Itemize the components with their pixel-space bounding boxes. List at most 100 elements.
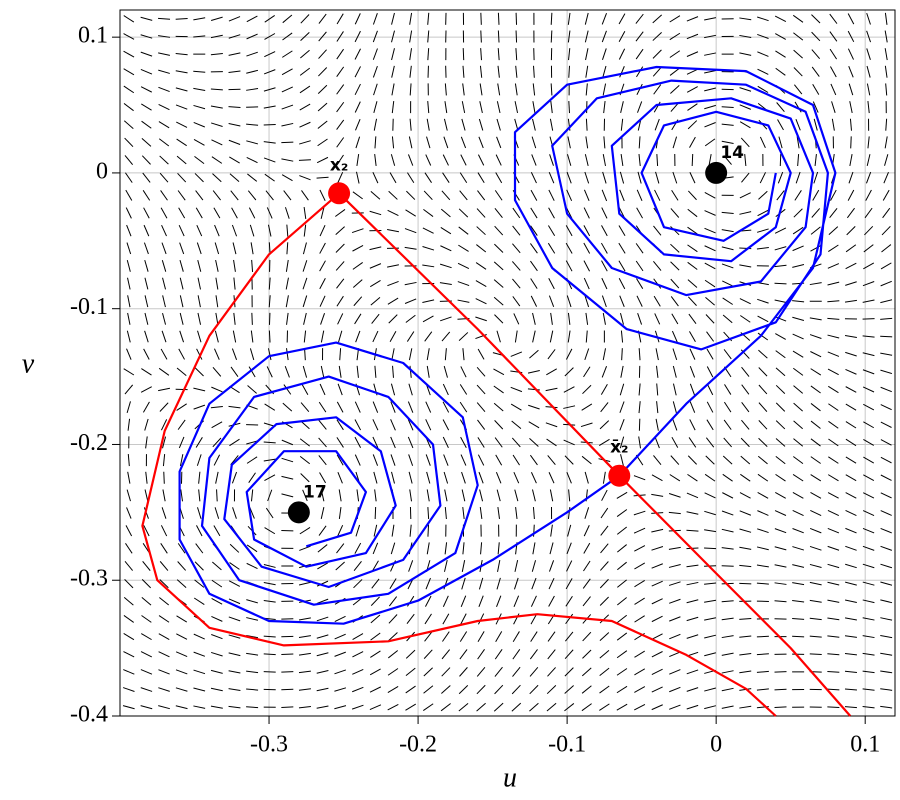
field-arrow bbox=[583, 207, 590, 219]
field-arrow bbox=[706, 331, 715, 342]
field-arrow bbox=[810, 492, 822, 499]
field-arrow bbox=[827, 599, 840, 603]
field-arrow bbox=[319, 383, 326, 396]
field-arrow bbox=[211, 156, 223, 164]
field-arrow bbox=[862, 527, 875, 534]
field-arrow bbox=[494, 314, 504, 324]
field-arrow bbox=[687, 279, 698, 288]
field-arrow bbox=[669, 704, 681, 710]
field-arrow bbox=[353, 579, 363, 589]
field-arrow bbox=[620, 365, 624, 378]
field-arrow bbox=[123, 368, 135, 376]
field-arrow bbox=[792, 350, 804, 358]
field-arrow bbox=[281, 439, 294, 446]
field-arrow bbox=[462, 507, 465, 520]
field-arrow bbox=[584, 30, 589, 43]
field-arrow bbox=[195, 543, 204, 554]
field-arrow bbox=[775, 33, 786, 40]
field-arrow bbox=[426, 542, 430, 555]
field-arrow bbox=[550, 30, 553, 43]
field-arrow bbox=[407, 419, 414, 431]
field-arrow bbox=[249, 224, 255, 237]
field-arrow bbox=[688, 313, 697, 324]
field-arrow bbox=[212, 190, 221, 201]
field-arrow bbox=[299, 103, 311, 111]
field-arrow bbox=[158, 35, 171, 38]
field-arrow bbox=[193, 35, 206, 38]
field-arrow bbox=[161, 330, 167, 343]
field-arrow bbox=[442, 419, 450, 431]
field-arrow bbox=[476, 244, 487, 253]
field-arrow bbox=[406, 190, 416, 200]
field-arrow bbox=[370, 296, 381, 306]
field-arrow bbox=[774, 15, 787, 22]
field-arrow bbox=[476, 702, 486, 712]
field-arrow bbox=[633, 510, 646, 516]
field-arrow bbox=[161, 260, 167, 272]
field-arrow bbox=[741, 172, 750, 183]
field-arrow bbox=[391, 101, 395, 114]
field-arrow bbox=[303, 206, 307, 219]
field-arrow bbox=[532, 118, 536, 131]
field-arrow bbox=[844, 299, 857, 303]
field-arrow bbox=[776, 102, 785, 112]
field-arrow bbox=[369, 246, 382, 251]
field-arrow bbox=[458, 226, 469, 235]
field-arrow bbox=[687, 190, 697, 201]
field-arrow bbox=[427, 101, 430, 114]
field-arrow bbox=[548, 189, 555, 201]
field-arrow bbox=[863, 421, 875, 429]
field-arrow bbox=[774, 227, 787, 234]
field-arrow bbox=[352, 279, 363, 288]
field-arrow bbox=[247, 173, 258, 182]
field-arrow bbox=[550, 524, 553, 537]
field-arrow bbox=[777, 119, 784, 131]
field-arrow bbox=[512, 243, 521, 254]
field-arrow bbox=[247, 190, 257, 201]
field-arrow bbox=[158, 687, 170, 692]
field-arrow bbox=[372, 542, 379, 555]
field-arrow bbox=[515, 65, 518, 78]
field-arrow bbox=[425, 454, 431, 466]
field-arrow bbox=[493, 402, 504, 412]
field-arrow bbox=[638, 154, 641, 167]
field-arrow bbox=[246, 33, 258, 40]
field-arrow bbox=[739, 104, 752, 110]
field-arrow bbox=[668, 511, 681, 515]
field-arrow bbox=[194, 156, 205, 165]
field-arrow bbox=[655, 418, 659, 431]
field-arrow bbox=[809, 545, 822, 551]
field-arrow bbox=[457, 281, 470, 287]
field-arrow bbox=[651, 580, 663, 587]
field-arrow bbox=[827, 635, 840, 638]
field-arrow bbox=[686, 599, 699, 604]
field-arrow bbox=[372, 436, 379, 449]
field-arrow bbox=[141, 597, 152, 606]
field-arrow bbox=[529, 349, 539, 359]
field-arrow bbox=[670, 243, 680, 253]
field-arrow bbox=[653, 260, 662, 271]
field-arrow bbox=[335, 226, 345, 236]
field-arrow bbox=[141, 579, 152, 589]
field-arrow bbox=[599, 685, 610, 694]
field-arrow bbox=[230, 366, 239, 377]
field-arrow bbox=[880, 599, 893, 604]
field-arrow bbox=[686, 33, 699, 40]
field-arrow bbox=[880, 581, 893, 586]
field-arrow bbox=[793, 438, 804, 447]
field-arrow bbox=[704, 122, 716, 128]
field-arrow bbox=[617, 561, 627, 571]
field-arrow bbox=[404, 246, 417, 250]
field-arrow bbox=[581, 455, 592, 465]
field-arrow bbox=[599, 596, 609, 606]
field-arrow bbox=[179, 260, 184, 272]
field-arrow bbox=[369, 668, 381, 676]
field-arrow bbox=[355, 136, 361, 149]
field-arrow bbox=[334, 669, 347, 675]
field-arrow bbox=[404, 228, 417, 234]
field-arrow bbox=[387, 668, 399, 676]
field-arrow bbox=[721, 705, 734, 709]
field-arrow bbox=[494, 207, 503, 218]
field-arrow bbox=[494, 420, 504, 430]
field-arrow bbox=[848, 66, 854, 78]
